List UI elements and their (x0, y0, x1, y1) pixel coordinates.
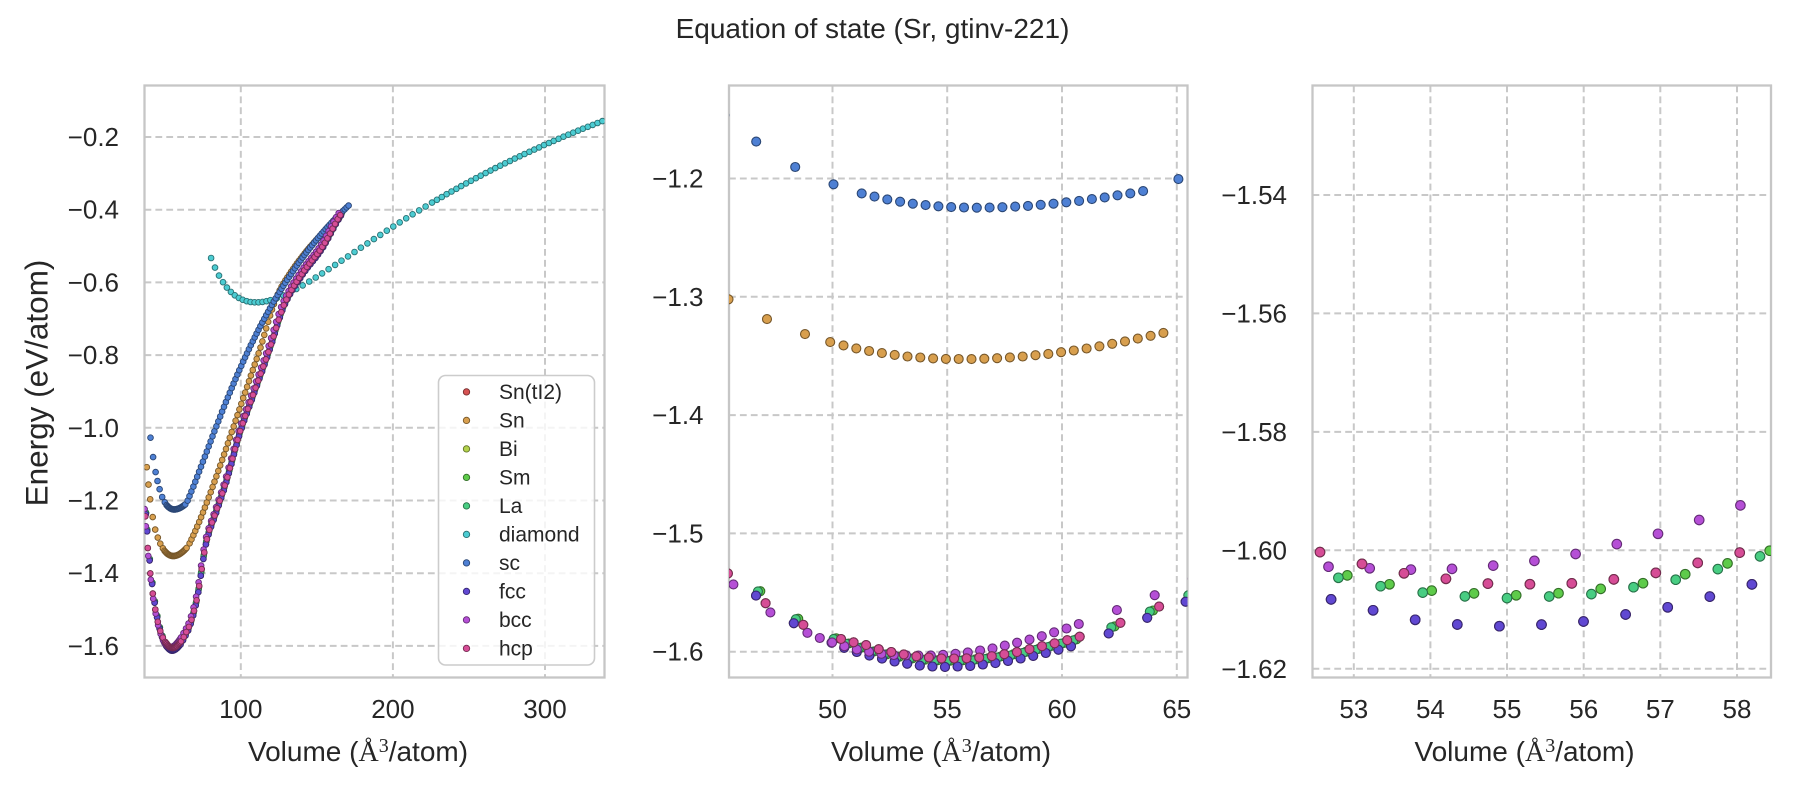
svg-text:Equation of state (Sr, gtinv-2: Equation of state (Sr, gtinv-221) (676, 13, 1070, 44)
svg-text:−1.4: −1.4 (68, 558, 119, 588)
svg-text:−1.5: −1.5 (652, 518, 703, 548)
svg-text:−0.4: −0.4 (68, 195, 119, 225)
svg-text:fcc: fcc (499, 580, 526, 603)
svg-text:−0.8: −0.8 (68, 340, 119, 370)
svg-text:100: 100 (219, 694, 262, 724)
svg-text:Sm: Sm (499, 466, 531, 489)
svg-text:diamond: diamond (499, 523, 580, 546)
svg-text:65: 65 (1162, 694, 1191, 724)
svg-text:50: 50 (818, 694, 847, 724)
svg-text:Volume (Å3/atom): Volume (Å3/atom) (1414, 735, 1634, 768)
svg-text:sc: sc (499, 552, 520, 575)
svg-text:Sn: Sn (499, 409, 525, 432)
svg-text:−0.6: −0.6 (68, 267, 119, 297)
svg-text:−1.6: −1.6 (652, 637, 703, 667)
svg-text:−1.60: −1.60 (1221, 535, 1287, 565)
svg-text:200: 200 (371, 694, 414, 724)
svg-text:60: 60 (1048, 694, 1077, 724)
svg-text:Energy (eV/atom): Energy (eV/atom) (19, 260, 55, 507)
svg-text:−1.4: −1.4 (652, 400, 703, 430)
svg-text:−1.2: −1.2 (652, 164, 703, 194)
svg-text:55: 55 (1493, 694, 1522, 724)
svg-text:−1.58: −1.58 (1221, 417, 1287, 447)
svg-text:58: 58 (1723, 694, 1752, 724)
svg-text:56: 56 (1569, 694, 1598, 724)
svg-text:55: 55 (933, 694, 962, 724)
svg-text:53: 53 (1339, 694, 1368, 724)
svg-text:Bi: Bi (499, 438, 518, 461)
svg-text:54: 54 (1416, 694, 1445, 724)
svg-text:La: La (499, 495, 523, 518)
svg-text:Volume (Å3/atom): Volume (Å3/atom) (248, 735, 468, 768)
svg-text:Volume (Å3/atom): Volume (Å3/atom) (831, 735, 1051, 768)
svg-text:hcp: hcp (499, 637, 533, 660)
svg-text:300: 300 (523, 694, 566, 724)
svg-text:−1.2: −1.2 (68, 486, 119, 516)
svg-text:−1.3: −1.3 (652, 282, 703, 312)
svg-text:bcc: bcc (499, 609, 532, 632)
svg-text:−1.6: −1.6 (68, 631, 119, 661)
svg-text:57: 57 (1646, 694, 1675, 724)
svg-text:−1.0: −1.0 (68, 413, 119, 443)
svg-text:−1.54: −1.54 (1221, 180, 1287, 210)
svg-text:−0.2: −0.2 (68, 122, 119, 152)
svg-text:−1.56: −1.56 (1221, 298, 1287, 328)
svg-text:Sn(tI2): Sn(tI2) (499, 381, 562, 404)
svg-text:−1.62: −1.62 (1221, 654, 1287, 684)
